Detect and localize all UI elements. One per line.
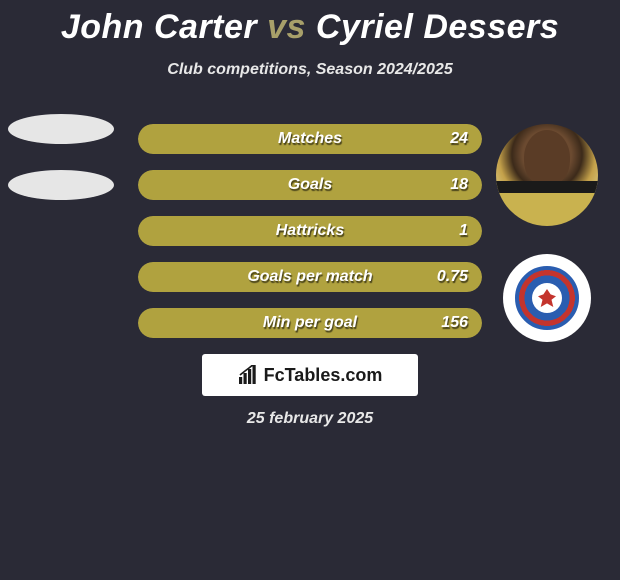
stat-bar: Hattricks1 bbox=[138, 216, 482, 246]
stats-bars: Matches24 Goals18 Hattricks1 Goals per matc… bbox=[138, 124, 482, 354]
stat-value-p2: 18 bbox=[450, 170, 468, 200]
date: 25 february 2025 bbox=[0, 410, 620, 428]
stat-value-p2: 24 bbox=[450, 124, 468, 154]
player2-photo bbox=[496, 124, 598, 226]
infographic-root: John Carter vs Cyriel Dessers Club compe… bbox=[0, 0, 620, 580]
player1-name: John Carter bbox=[61, 8, 257, 46]
stat-bar-fill bbox=[138, 262, 482, 292]
stat-value-p2: 0.75 bbox=[437, 262, 468, 292]
stat-value-p2: 156 bbox=[441, 308, 468, 338]
player2-avatar-column bbox=[492, 124, 602, 342]
subtitle: Club competitions, Season 2024/2025 bbox=[0, 61, 620, 79]
stat-value-p2: 1 bbox=[459, 216, 468, 246]
player1-photo-placeholder bbox=[8, 114, 114, 144]
stat-bar: Matches24 bbox=[138, 124, 482, 154]
vs-text: vs bbox=[267, 8, 306, 46]
stat-bar-fill bbox=[138, 170, 482, 200]
page-title: John Carter vs Cyriel Dessers bbox=[0, 0, 620, 47]
player1-avatar-column bbox=[8, 114, 118, 226]
fctables-logo[interactable]: FcTables.com bbox=[202, 354, 418, 396]
stat-bar: Goals18 bbox=[138, 170, 482, 200]
stat-bar: Goals per match0.75 bbox=[138, 262, 482, 292]
stat-bar-fill bbox=[138, 216, 482, 246]
player1-crest-placeholder bbox=[8, 170, 114, 200]
bar-chart-icon bbox=[238, 365, 258, 385]
logo-text: FcTables.com bbox=[264, 365, 383, 386]
player2-club-crest bbox=[503, 254, 591, 342]
stat-bar: Min per goal156 bbox=[138, 308, 482, 338]
stat-bar-fill bbox=[138, 308, 482, 338]
stat-bar-fill bbox=[138, 124, 482, 154]
player2-name: Cyriel Dessers bbox=[316, 8, 559, 46]
